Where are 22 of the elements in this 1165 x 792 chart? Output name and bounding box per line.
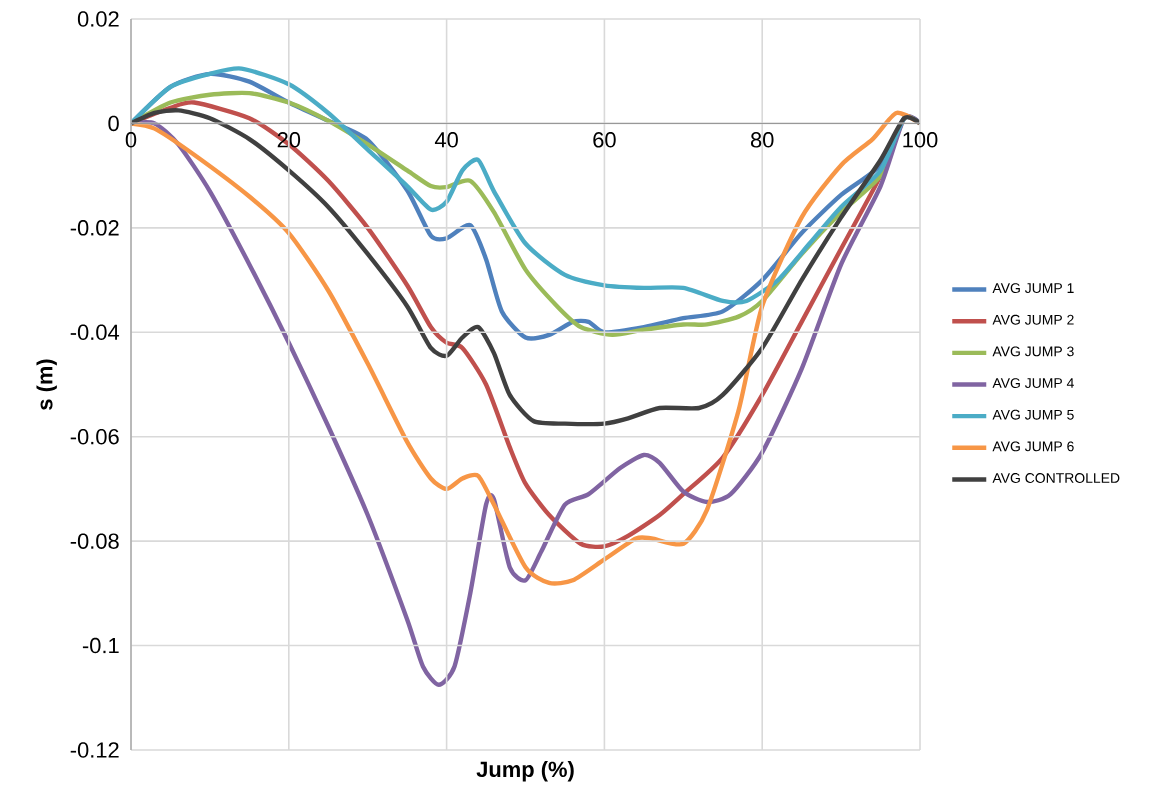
x-tick-label: 60 [593, 132, 616, 148]
y-tick-label: -0.1 [82, 637, 119, 654]
legend-label: AVG JUMP 6 [992, 441, 1074, 452]
legend-label: AVG JUMP 2 [992, 314, 1074, 325]
x-tick-label: 80 [750, 132, 774, 148]
y-tick-label: -0.06 [70, 428, 119, 445]
y-tick-label: -0.12 [70, 742, 119, 758]
y-tick-label: 0 [108, 115, 119, 132]
y-axis-title: s (m) [36, 359, 57, 410]
x-tick-label: 40 [434, 132, 458, 148]
y-tick-label: -0.04 [70, 324, 120, 341]
legend-label: AVG CONTROLLED [992, 473, 1120, 483]
x-tick-label: 0 [125, 132, 137, 148]
legend-label: AVG JUMP 4 [992, 378, 1074, 388]
legend-label: AVG JUMP 3 [992, 346, 1074, 357]
x-axis-title: Jump (%) [476, 761, 574, 782]
legend-label: AVG JUMP 5 [992, 409, 1074, 420]
y-tick-label: -0.08 [70, 533, 119, 549]
y-tick-label: 0.02 [77, 11, 119, 27]
legend-label: AVG JUMP 1 [992, 283, 1074, 294]
x-tick-label: 100 [903, 132, 938, 148]
y-tick-label: -0.02 [70, 220, 119, 236]
